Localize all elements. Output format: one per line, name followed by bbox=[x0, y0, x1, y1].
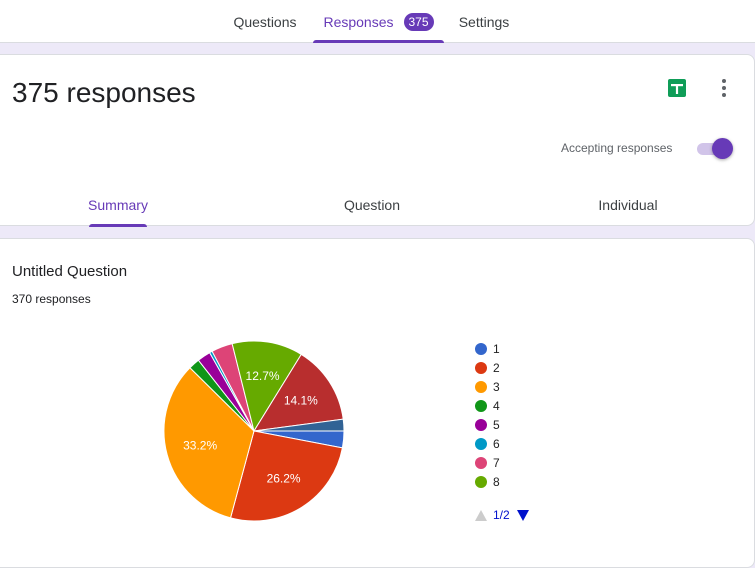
legend-item[interactable]: 8 bbox=[475, 472, 500, 491]
tab-questions[interactable]: Questions bbox=[222, 0, 308, 43]
legend-prev-page-icon bbox=[475, 509, 487, 521]
pie-slice-label: 33.2% bbox=[183, 439, 217, 453]
pie-chart[interactable]: 26.2% 33.2% 12.7% 14.1% bbox=[163, 340, 345, 522]
legend-swatch-icon bbox=[475, 456, 487, 469]
pie-slice[interactable] bbox=[253, 353, 344, 432]
legend-label: 3 bbox=[493, 379, 500, 394]
legend-item[interactable]: 2 bbox=[475, 358, 500, 377]
google-sheets-icon bbox=[668, 79, 686, 97]
pie-slice-label: 26.2% bbox=[267, 471, 301, 485]
view-in-sheets-button[interactable] bbox=[667, 78, 687, 98]
pie-slice-label: 12.7% bbox=[246, 369, 280, 383]
chart-legend: 1 2 3 4 5 6 7 8 bbox=[475, 339, 500, 491]
question-summary-card: Untitled Question 370 responses bbox=[0, 238, 755, 568]
more-options-button[interactable] bbox=[718, 77, 730, 99]
legend-swatch-icon bbox=[475, 418, 487, 431]
legend-item[interactable]: 1 bbox=[475, 339, 500, 358]
tab-label: Settings bbox=[458, 13, 510, 30]
question-response-count: 370 responses bbox=[12, 292, 91, 306]
legend-label: 4 bbox=[493, 398, 500, 413]
tab-question[interactable]: Question bbox=[307, 183, 437, 227]
legend-item[interactable]: 6 bbox=[475, 434, 500, 453]
legend-item[interactable]: 5 bbox=[475, 415, 500, 434]
legend-item[interactable]: 7 bbox=[475, 453, 500, 472]
legend-swatch-icon bbox=[475, 475, 487, 488]
legend-label: 1 bbox=[493, 341, 500, 356]
more-vert-icon bbox=[722, 79, 726, 97]
tab-label: Questions bbox=[233, 13, 297, 30]
pie-slice[interactable] bbox=[229, 430, 343, 522]
accepting-responses-label: Accepting responses bbox=[561, 141, 673, 155]
legend-item[interactable]: 4 bbox=[475, 396, 500, 415]
legend-swatch-icon bbox=[475, 399, 487, 412]
legend-pager: 1/2 bbox=[475, 508, 529, 522]
accepting-responses-toggle[interactable] bbox=[695, 136, 733, 160]
top-nav: Questions Responses 375 Settings bbox=[0, 0, 755, 43]
legend-label: 7 bbox=[493, 455, 500, 470]
question-title: Untitled Question bbox=[12, 263, 128, 280]
pie-slice[interactable] bbox=[163, 367, 255, 519]
active-tab-indicator bbox=[89, 224, 147, 227]
pie-slice-label: 14.1% bbox=[284, 394, 318, 408]
legend-swatch-icon bbox=[475, 342, 487, 355]
legend-swatch-icon bbox=[475, 361, 487, 374]
responses-header-card: 375 responses Accepting responses Summar… bbox=[0, 54, 755, 227]
tab-label: Individual bbox=[598, 197, 658, 213]
legend-label: 6 bbox=[493, 436, 500, 451]
legend-label: 2 bbox=[493, 360, 500, 375]
response-count-badge: 375 bbox=[403, 12, 434, 31]
legend-swatch-icon bbox=[475, 437, 487, 450]
tab-settings[interactable]: Settings bbox=[448, 0, 520, 43]
legend-page-indicator: 1/2 bbox=[493, 508, 510, 522]
tab-summary[interactable]: Summary bbox=[53, 183, 183, 227]
tab-label: Question bbox=[343, 197, 401, 213]
tab-label: Responses bbox=[323, 13, 394, 30]
page-title: 375 responses bbox=[12, 77, 196, 108]
legend-next-page-icon[interactable] bbox=[516, 509, 529, 521]
active-tab-indicator bbox=[313, 40, 444, 43]
legend-swatch-icon bbox=[475, 380, 487, 393]
tab-individual[interactable]: Individual bbox=[563, 183, 693, 227]
legend-label: 5 bbox=[493, 417, 500, 432]
toggle-knob bbox=[712, 138, 733, 159]
pie-slice[interactable] bbox=[253, 418, 345, 432]
tab-label: Summary bbox=[88, 197, 148, 213]
legend-item[interactable]: 3 bbox=[475, 377, 500, 396]
legend-label: 8 bbox=[493, 474, 500, 489]
pie-slice[interactable] bbox=[231, 340, 302, 433]
tab-responses[interactable]: Responses 375 bbox=[313, 0, 444, 43]
